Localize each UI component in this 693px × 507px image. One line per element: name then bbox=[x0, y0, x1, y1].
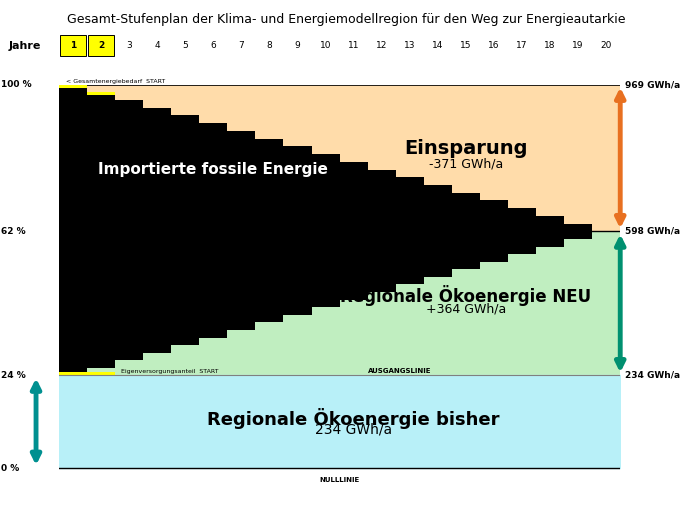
Bar bbox=[143, 107, 171, 353]
Bar bbox=[564, 224, 593, 239]
Polygon shape bbox=[59, 85, 620, 231]
Text: 234 GWh/a: 234 GWh/a bbox=[625, 371, 681, 380]
Text: Einsparung: Einsparung bbox=[404, 138, 527, 158]
Text: 234 GWh/a: 234 GWh/a bbox=[315, 423, 392, 437]
Bar bbox=[115, 100, 143, 360]
Bar bbox=[87, 35, 114, 56]
Text: Gesamt-Stufenplan der Klima- und Energiemodellregion für den Weg zur Energieauta: Gesamt-Stufenplan der Klima- und Energie… bbox=[67, 13, 626, 25]
Text: Importierte fossile Energie: Importierte fossile Energie bbox=[98, 162, 328, 177]
Bar bbox=[452, 193, 480, 269]
Bar bbox=[508, 208, 536, 254]
Text: 24 %: 24 % bbox=[1, 371, 26, 380]
Text: Jahre: Jahre bbox=[8, 41, 41, 51]
Bar bbox=[312, 154, 340, 307]
Text: ZIELLINIE: ZIELLINIE bbox=[241, 224, 278, 230]
Text: 15: 15 bbox=[460, 41, 472, 50]
Bar bbox=[200, 123, 227, 338]
Text: Regionale Ökoenergie bisher: Regionale Ökoenergie bisher bbox=[207, 408, 500, 429]
Text: AUSGANGSLINIE: AUSGANGSLINIE bbox=[368, 368, 431, 374]
Bar bbox=[59, 85, 87, 375]
Text: 7: 7 bbox=[238, 41, 244, 50]
Text: 969 GWh/a: 969 GWh/a bbox=[625, 80, 681, 89]
Text: -371 GWh/a: -371 GWh/a bbox=[429, 157, 503, 170]
Text: 3: 3 bbox=[126, 41, 132, 50]
Bar bbox=[59, 372, 87, 375]
Bar bbox=[340, 162, 368, 300]
Text: 100 %: 100 % bbox=[1, 80, 32, 89]
Bar bbox=[227, 131, 256, 330]
Text: 4: 4 bbox=[155, 41, 160, 50]
Text: 2: 2 bbox=[98, 41, 104, 50]
Bar bbox=[480, 200, 508, 262]
Polygon shape bbox=[59, 231, 620, 375]
Bar bbox=[536, 216, 564, 246]
Text: < Gesamtenergiebedarf  START: < Gesamtenergiebedarf START bbox=[66, 79, 165, 84]
Bar bbox=[59, 85, 87, 88]
Text: 8: 8 bbox=[267, 41, 272, 50]
Text: 10: 10 bbox=[319, 41, 331, 50]
Text: Gesamtenergiebedarf  =  Gesamtenergieproduktion: Gesamtenergiebedarf = Gesamtenergieprodu… bbox=[326, 225, 490, 230]
Text: +364 GWh/a: +364 GWh/a bbox=[426, 303, 506, 316]
Bar bbox=[396, 177, 424, 284]
Text: 14: 14 bbox=[432, 41, 444, 50]
Bar bbox=[256, 138, 283, 322]
Bar bbox=[424, 185, 452, 277]
Bar bbox=[87, 92, 115, 368]
Text: 0 %: 0 % bbox=[1, 463, 19, 473]
Text: 16: 16 bbox=[488, 41, 500, 50]
Text: 13: 13 bbox=[404, 41, 416, 50]
Text: 20: 20 bbox=[601, 41, 612, 50]
Text: 62 %: 62 % bbox=[1, 227, 26, 236]
Text: NULLLINIE: NULLLINIE bbox=[319, 477, 360, 483]
Bar bbox=[60, 35, 87, 56]
Text: 9: 9 bbox=[295, 41, 300, 50]
Bar bbox=[171, 116, 200, 345]
Text: 1: 1 bbox=[70, 41, 76, 50]
Text: Eigenversorgungsanteil  START: Eigenversorgungsanteil START bbox=[121, 369, 218, 374]
Text: 12: 12 bbox=[376, 41, 387, 50]
Text: 5: 5 bbox=[182, 41, 188, 50]
Bar bbox=[368, 169, 396, 292]
Text: 598 GWh/a: 598 GWh/a bbox=[625, 227, 681, 236]
Text: 19: 19 bbox=[572, 41, 584, 50]
Text: 17: 17 bbox=[516, 41, 528, 50]
Text: Regionale Ökoenergie NEU: Regionale Ökoenergie NEU bbox=[340, 285, 591, 306]
Text: 6: 6 bbox=[211, 41, 216, 50]
Text: 18: 18 bbox=[544, 41, 556, 50]
Text: 11: 11 bbox=[348, 41, 360, 50]
Bar bbox=[87, 372, 115, 375]
Bar bbox=[87, 92, 115, 95]
Bar bbox=[283, 147, 312, 315]
